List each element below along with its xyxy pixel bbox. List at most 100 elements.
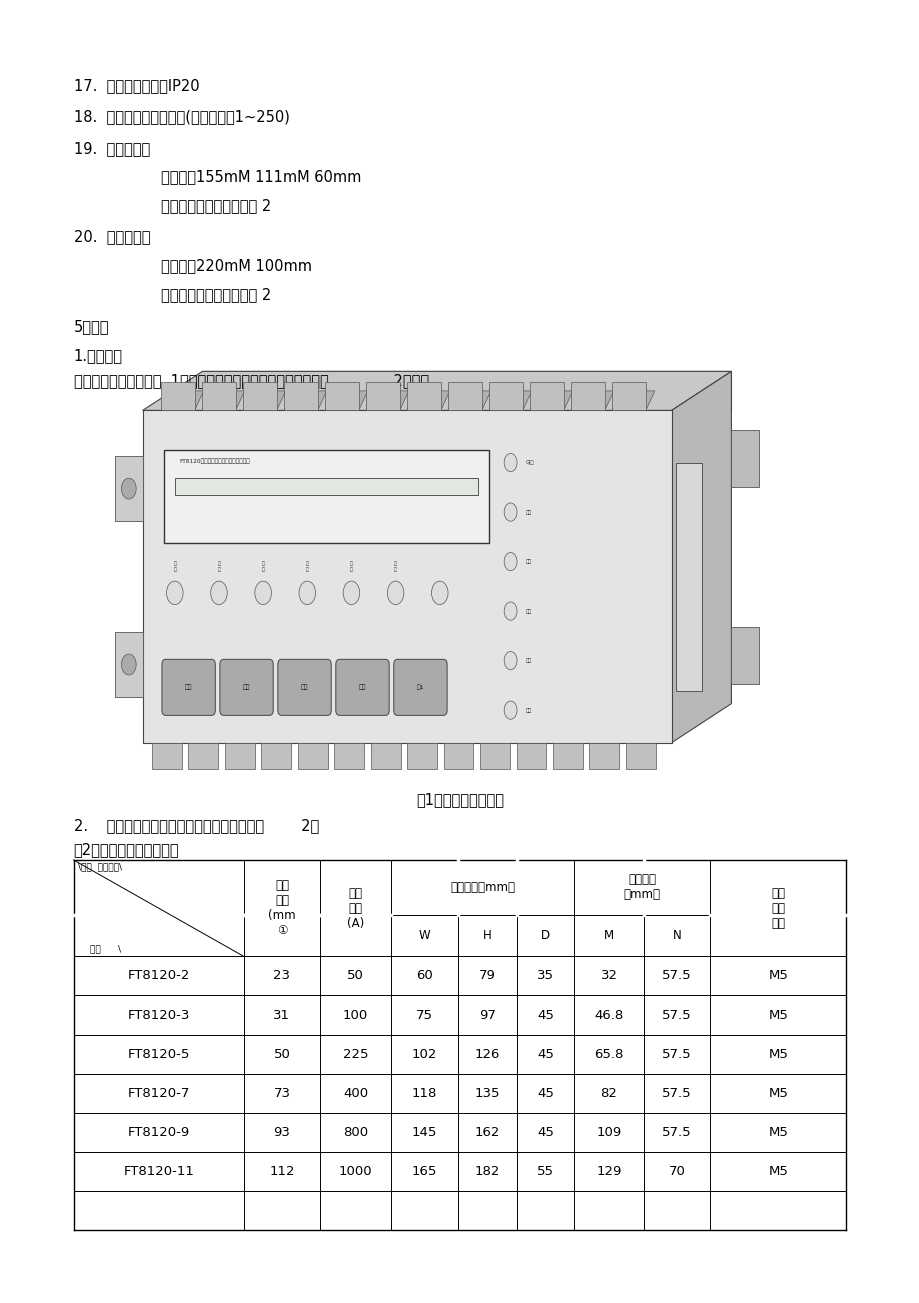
Text: \尺寸  探测器、\: \尺寸 探测器、\ [78,863,122,872]
Polygon shape [142,410,671,743]
FancyBboxPatch shape [393,659,447,715]
Text: 225: 225 [343,1048,368,1061]
Text: D: D [540,929,550,942]
Text: W: W [418,929,430,942]
Text: 800: 800 [343,1126,368,1139]
Circle shape [504,503,516,521]
Text: FT8120-3: FT8120-3 [128,1009,189,1022]
Text: 供
电: 供 电 [261,562,265,572]
Polygon shape [115,456,142,521]
Text: 型号      \: 型号 \ [90,945,121,954]
Text: 加1: 加1 [416,684,424,691]
Text: 18.  编码方式：按键编码(编码范围为1~250): 18. 编码方式：按键编码(编码范围为1~250) [74,109,289,125]
Text: 探测器：155mM 111mM 60mm: 探测器：155mM 111mM 60mm [161,169,361,185]
Text: 57.5: 57.5 [662,969,691,982]
Text: 零序电流互感器：参见表 2: 零序电流互感器：参见表 2 [161,198,271,214]
Text: FT8120-11: FT8120-11 [123,1165,194,1178]
Circle shape [387,581,403,605]
FancyBboxPatch shape [164,450,489,543]
Text: FT8120剩余电流式电气火灾监控探测器: FT8120剩余电流式电气火灾监控探测器 [179,459,250,464]
Circle shape [504,552,516,571]
FancyBboxPatch shape [220,659,273,715]
Text: 消音: 消音 [301,684,308,691]
Text: 102: 102 [412,1048,437,1061]
Text: 45: 45 [537,1126,553,1139]
Polygon shape [571,391,613,410]
Polygon shape [611,382,645,410]
Polygon shape [188,743,218,769]
Text: 设置: 设置 [243,684,250,691]
Text: M5: M5 [767,969,788,982]
Text: 图1探测器外形示意图: 图1探测器外形示意图 [415,792,504,808]
Text: 报
警: 报 警 [305,562,309,572]
Text: 通
讯: 通 讯 [393,562,397,572]
Text: 135: 135 [474,1087,500,1100]
Text: 79: 79 [479,969,495,982]
Text: 45: 45 [537,1009,553,1022]
Text: N: N [672,929,681,942]
Text: 过线
电流
(A): 过线 电流 (A) [346,886,364,930]
Polygon shape [161,382,195,410]
Text: 消离: 消离 [525,509,531,515]
Polygon shape [611,391,654,410]
Polygon shape [298,743,327,769]
Text: 75: 75 [415,1009,433,1022]
Text: 5、结构: 5、结构 [74,319,109,335]
Text: 73: 73 [273,1087,290,1100]
Text: 零序电流互感器：参见表 2: 零序电流互感器：参见表 2 [161,287,271,302]
Circle shape [255,581,271,605]
Circle shape [343,581,359,605]
Circle shape [504,453,516,472]
Polygon shape [529,382,563,410]
Text: 60: 60 [415,969,433,982]
Text: M5: M5 [767,1048,788,1061]
Text: 118: 118 [412,1087,437,1100]
Text: 安装尺寸
（mm）: 安装尺寸 （mm） [623,873,660,902]
Text: FT8120-9: FT8120-9 [128,1126,189,1139]
Circle shape [431,581,448,605]
Text: M: M [603,929,614,942]
Text: 112: 112 [269,1165,294,1178]
Text: 31: 31 [273,1009,290,1022]
Circle shape [504,701,516,719]
Text: H: H [482,929,492,942]
Text: 联机: 联机 [525,658,531,663]
Polygon shape [571,382,604,410]
Text: 50: 50 [273,1048,290,1061]
Text: 探测器：220mM 100mm: 探测器：220mM 100mm [161,258,312,274]
Polygon shape [202,391,244,410]
Polygon shape [366,382,399,410]
Text: 129: 129 [596,1165,621,1178]
Polygon shape [152,743,182,769]
Text: 次元: 次元 [525,708,531,713]
Polygon shape [406,391,449,410]
Text: FT8120-7: FT8120-7 [128,1087,189,1100]
Polygon shape [448,391,490,410]
FancyBboxPatch shape [278,659,331,715]
Circle shape [504,652,516,670]
Text: 109: 109 [596,1126,621,1139]
Polygon shape [202,371,731,410]
FancyBboxPatch shape [675,463,701,691]
Text: 过线
孔径
(mm
①: 过线 孔径 (mm ① [267,880,296,937]
Circle shape [166,581,183,605]
Text: 1.结构特征: 1.结构特征 [74,348,122,364]
Text: 外形尺寸（mm）: 外形尺寸（mm） [449,881,515,894]
Text: 57.5: 57.5 [662,1126,691,1139]
Text: M5: M5 [767,1087,788,1100]
Text: M5: M5 [767,1126,788,1139]
Polygon shape [406,382,440,410]
Polygon shape [243,382,277,410]
Circle shape [121,654,136,675]
Polygon shape [443,743,473,769]
Polygon shape [516,743,546,769]
Text: 35: 35 [537,969,553,982]
Polygon shape [115,632,142,697]
FancyBboxPatch shape [175,478,478,495]
Text: 19.  外形尺寸：: 19. 外形尺寸： [74,141,150,156]
Polygon shape [161,391,203,410]
Text: 82: 82 [600,1087,617,1100]
Polygon shape [552,743,583,769]
Polygon shape [625,743,655,769]
Polygon shape [324,382,358,410]
